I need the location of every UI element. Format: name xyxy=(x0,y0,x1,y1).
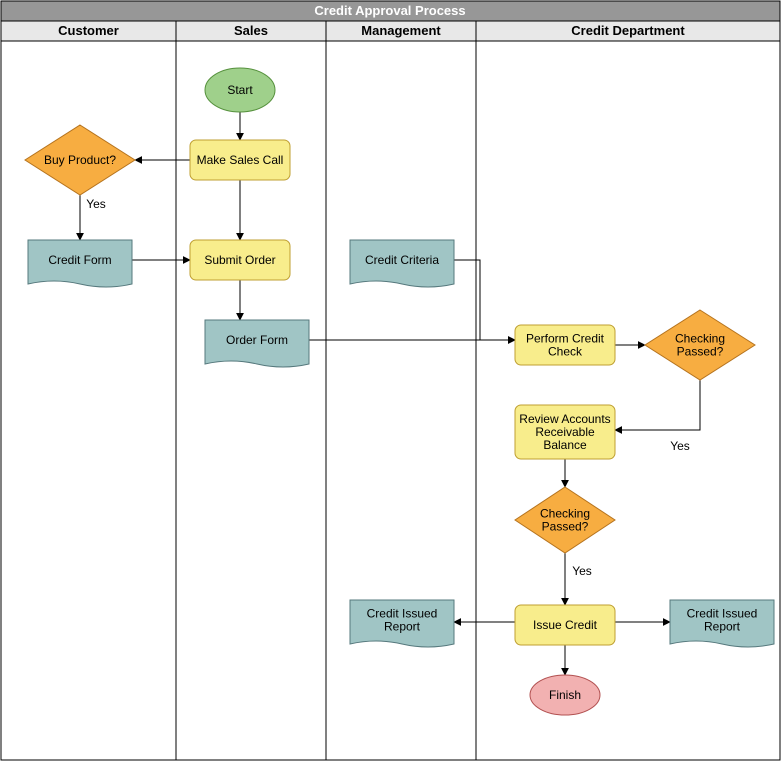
lane-header-label: Management xyxy=(361,23,441,38)
node-label: Checking xyxy=(675,332,725,346)
node-label: Perform Credit xyxy=(526,332,605,346)
edges: Yes Yes Yes xyxy=(80,112,700,675)
lane-header-label: Customer xyxy=(58,23,119,38)
node-review_ar: Review AccountsReceivableBalance xyxy=(515,405,615,459)
node-label: Start xyxy=(227,83,253,97)
node-perform_check: Perform CreditCheck xyxy=(515,325,615,365)
lane-body xyxy=(476,41,780,760)
node-label: Receivable xyxy=(535,425,595,439)
node-start: Start xyxy=(205,68,275,112)
node-label: Credit Issued xyxy=(367,607,438,621)
node-issue_credit: Issue Credit xyxy=(515,605,615,645)
node-finish: Finish xyxy=(530,675,600,715)
node-credit_criteria: Credit Criteria xyxy=(350,240,454,287)
node-label: Make Sales Call xyxy=(197,153,284,167)
lane-headers: Customer Sales Management Credit Department xyxy=(1,21,780,41)
edge xyxy=(454,260,515,340)
node-label: Review Accounts xyxy=(519,412,610,426)
edge-label: Yes xyxy=(86,197,106,211)
node-submit_order: Submit Order xyxy=(190,240,290,280)
edge-label: Yes xyxy=(670,439,690,453)
node-label: Buy Product? xyxy=(44,153,116,167)
node-label: Credit Issued xyxy=(687,607,758,621)
edge-label: Yes xyxy=(572,564,592,578)
lane-header-label: Sales xyxy=(234,23,268,38)
node-report_right: Credit IssuedReport xyxy=(670,600,774,647)
edge xyxy=(615,380,700,430)
outer-border xyxy=(1,1,780,760)
node-report_left: Credit IssuedReport xyxy=(350,600,454,647)
node-label: Submit Order xyxy=(204,253,275,267)
node-label: Issue Credit xyxy=(533,618,598,632)
flowchart-canvas: Credit Approval Process Customer Sales Man… xyxy=(0,0,781,762)
lane-body xyxy=(326,41,476,760)
nodes: Start Make Sales Call Buy Product? Credit F… xyxy=(25,68,774,715)
node-label: Passed? xyxy=(677,345,724,359)
node-label: Checking xyxy=(540,507,590,521)
node-label: Report xyxy=(384,620,421,634)
node-make_call: Make Sales Call xyxy=(190,140,290,180)
node-label: Credit Criteria xyxy=(365,253,439,267)
node-check_passed1: CheckingPassed? xyxy=(645,310,755,380)
node-label: Credit Form xyxy=(48,253,111,267)
node-label: Report xyxy=(704,620,741,634)
node-label: Finish xyxy=(549,688,581,702)
node-credit_form: Credit Form xyxy=(28,240,132,287)
node-label: Check xyxy=(548,345,583,359)
node-label: Balance xyxy=(543,438,587,452)
node-label: Order Form xyxy=(226,333,288,347)
node-label: Passed? xyxy=(542,520,589,534)
diagram-title: Credit Approval Process xyxy=(314,3,465,18)
node-buy_product: Buy Product? xyxy=(25,125,135,195)
node-check_passed2: CheckingPassed? xyxy=(515,487,615,553)
lane-header-label: Credit Department xyxy=(571,23,685,38)
node-order_form: Order Form xyxy=(205,320,309,367)
